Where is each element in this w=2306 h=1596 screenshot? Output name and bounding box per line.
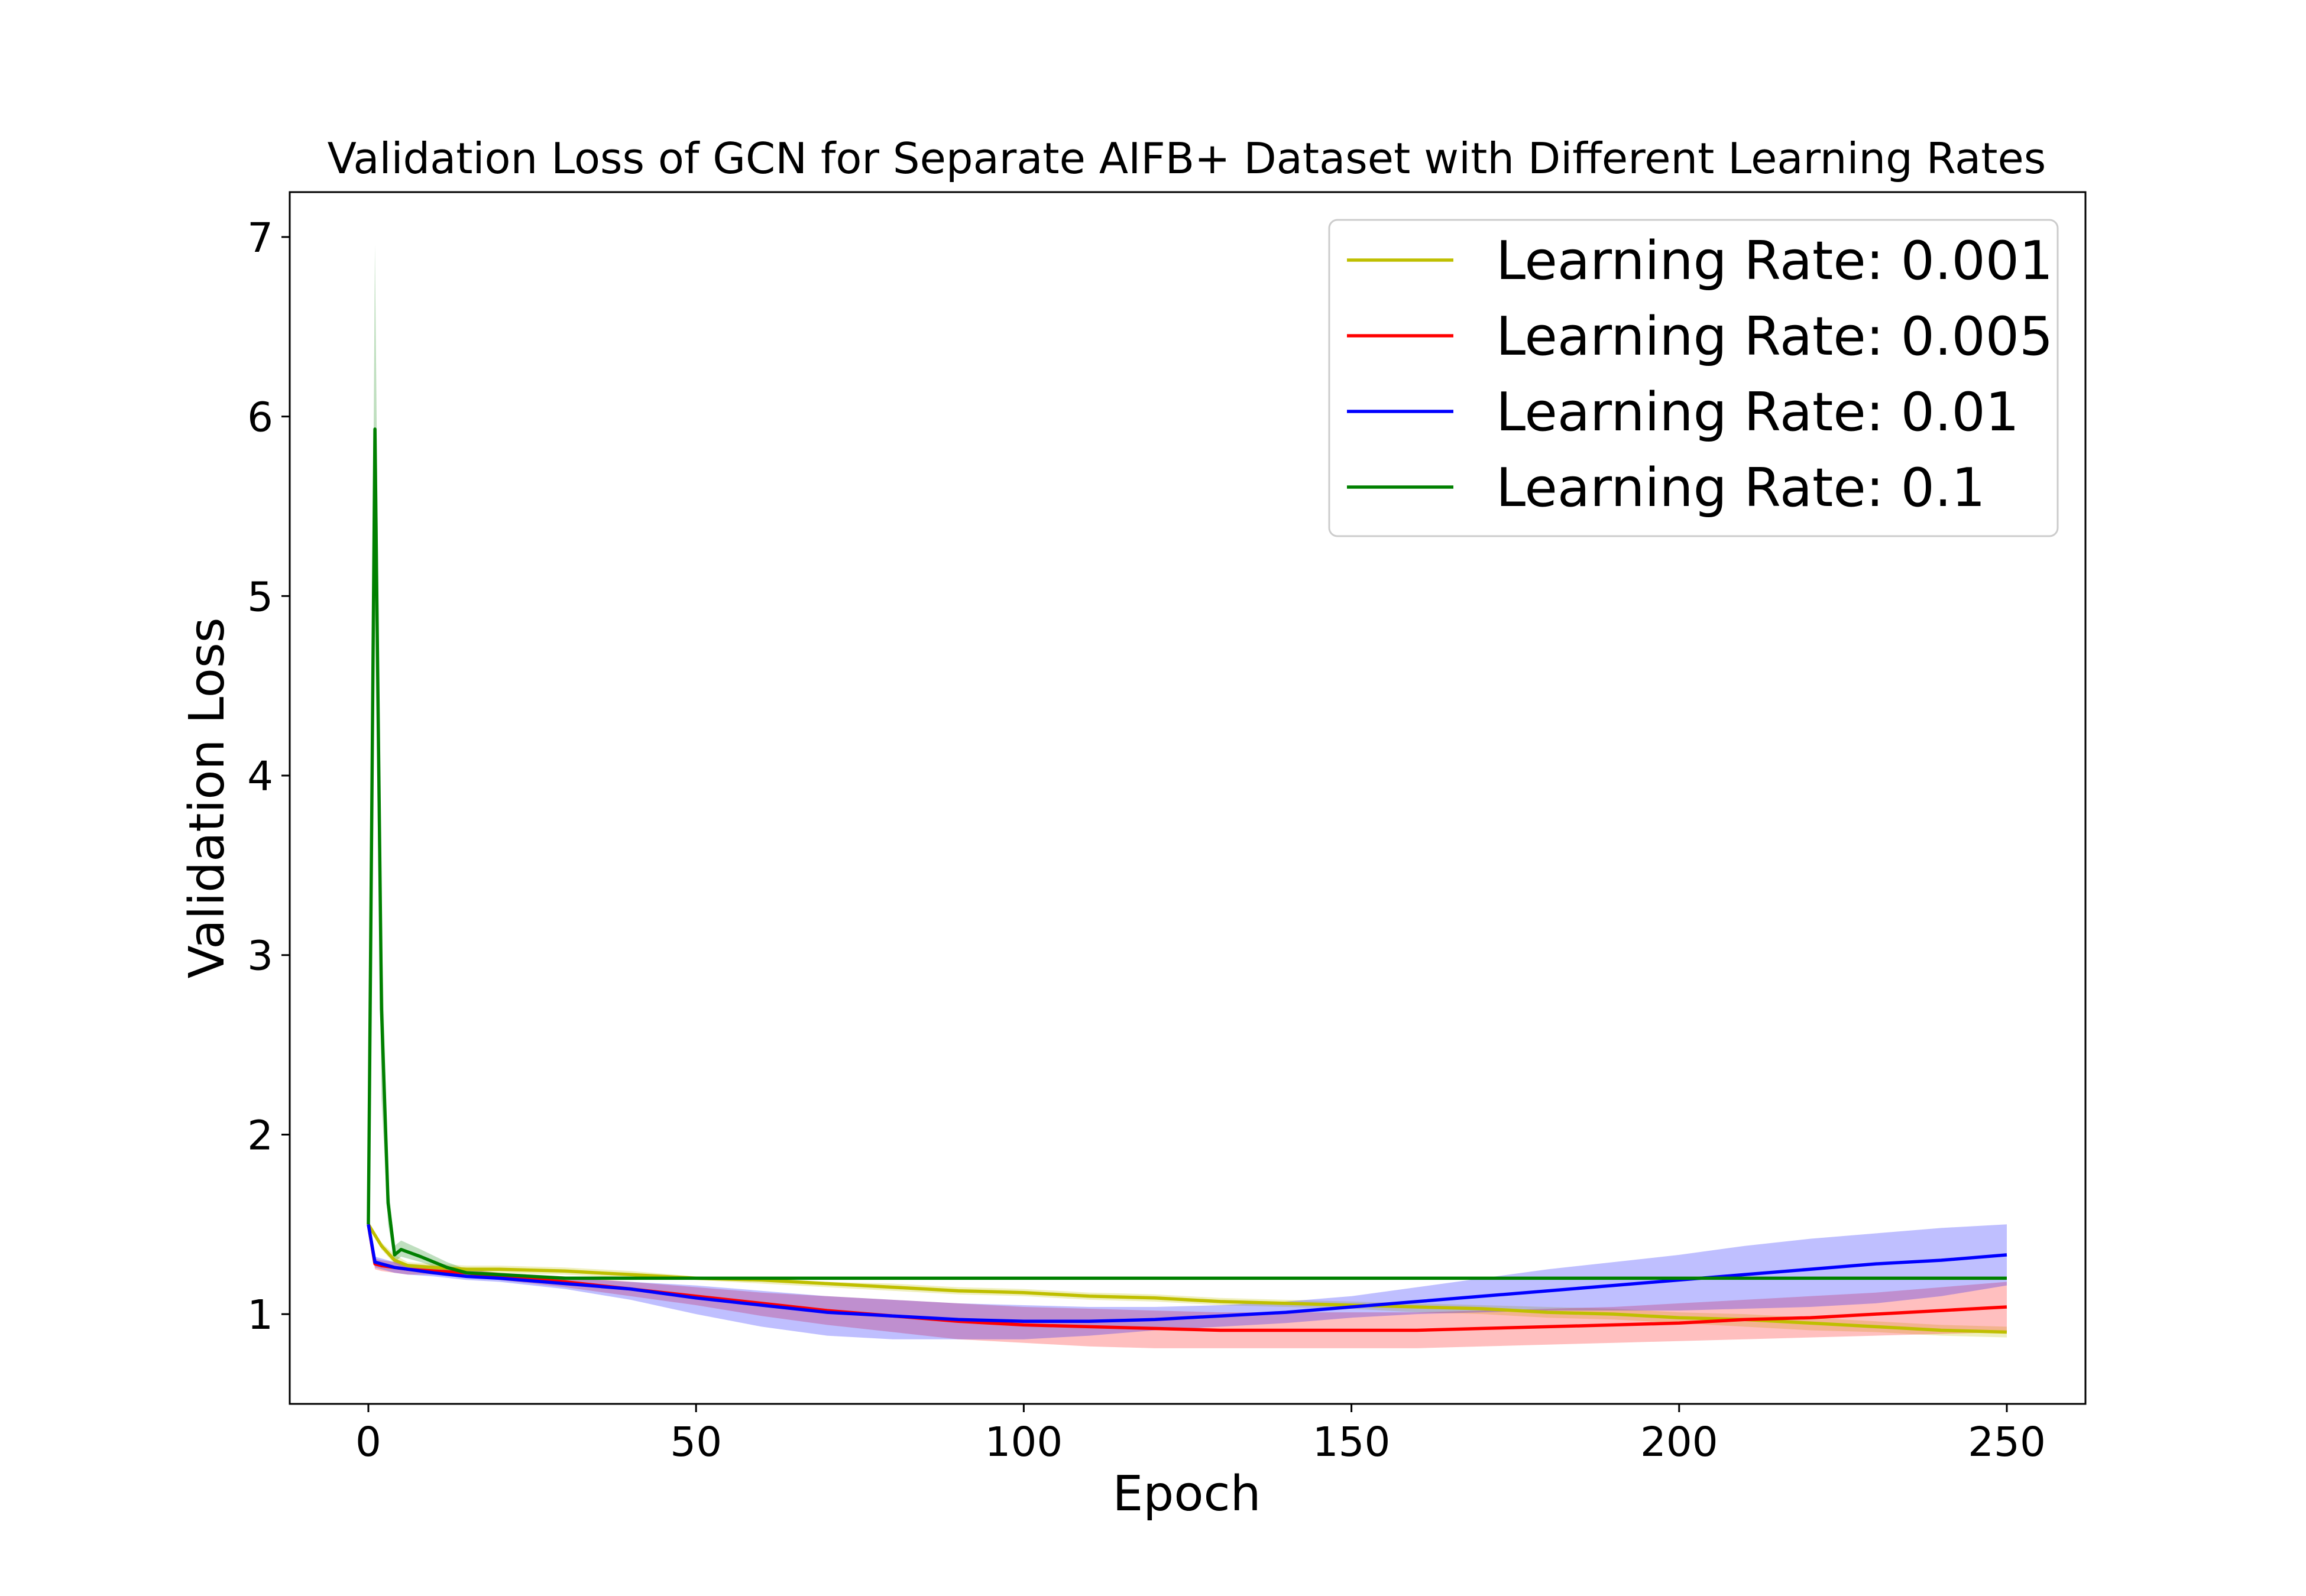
x-tick-label: 200 [1640, 1419, 1718, 1466]
y-tick-label: 1 [247, 1292, 273, 1339]
y-tick-label: 4 [247, 753, 273, 800]
y-tick-label: 3 [247, 933, 273, 980]
plot-frame [289, 191, 2087, 1405]
x-tick-label: 0 [355, 1419, 381, 1466]
x-tick-label: 100 [985, 1419, 1063, 1466]
legend: Learning Rate: 0.001 Learning Rate: 0.005… [1328, 219, 2059, 537]
y-tick-label: 2 [247, 1112, 273, 1159]
series-band-1 [368, 1224, 2007, 1348]
series-line-1 [367, 1224, 2007, 1332]
x-tick-label: 250 [1968, 1419, 2046, 1466]
x-tick-label: 50 [670, 1419, 722, 1466]
legend-items: Learning Rate: 0.001 Learning Rate: 0.005… [1347, 230, 2053, 519]
y-tick-label: 5 [247, 573, 273, 621]
legend-label-3: Learning Rate: 0.1 [1496, 457, 1986, 519]
y-axis-ticks: 1 2 3 4 5 6 7 [247, 215, 290, 1339]
series-band-2 [368, 1224, 2007, 1339]
chart-title: Validation Loss of GCN for Separate AIFB… [328, 134, 2046, 183]
confidence-bands [368, 244, 2007, 1348]
legend-label-0: Learning Rate: 0.001 [1496, 230, 2053, 292]
y-axis-title: Validation Loss [179, 618, 235, 979]
x-axis-ticks: 0 50 100 150 200 250 [355, 1404, 2046, 1466]
x-axis-title: Epoch [1112, 1466, 1261, 1522]
y-tick-label: 6 [247, 394, 273, 442]
legend-box [1328, 219, 2059, 537]
series-line-3 [367, 427, 2007, 1280]
y-tick-label: 7 [247, 215, 273, 262]
series-band-0 [368, 1224, 2007, 1338]
series-lines [367, 427, 2007, 1334]
legend-label-1: Learning Rate: 0.005 [1496, 306, 2053, 368]
series-line-2 [367, 1224, 2007, 1323]
legend-label-2: Learning Rate: 0.01 [1496, 381, 2019, 443]
x-tick-label: 150 [1313, 1419, 1391, 1466]
series-line-0 [367, 1223, 2007, 1334]
